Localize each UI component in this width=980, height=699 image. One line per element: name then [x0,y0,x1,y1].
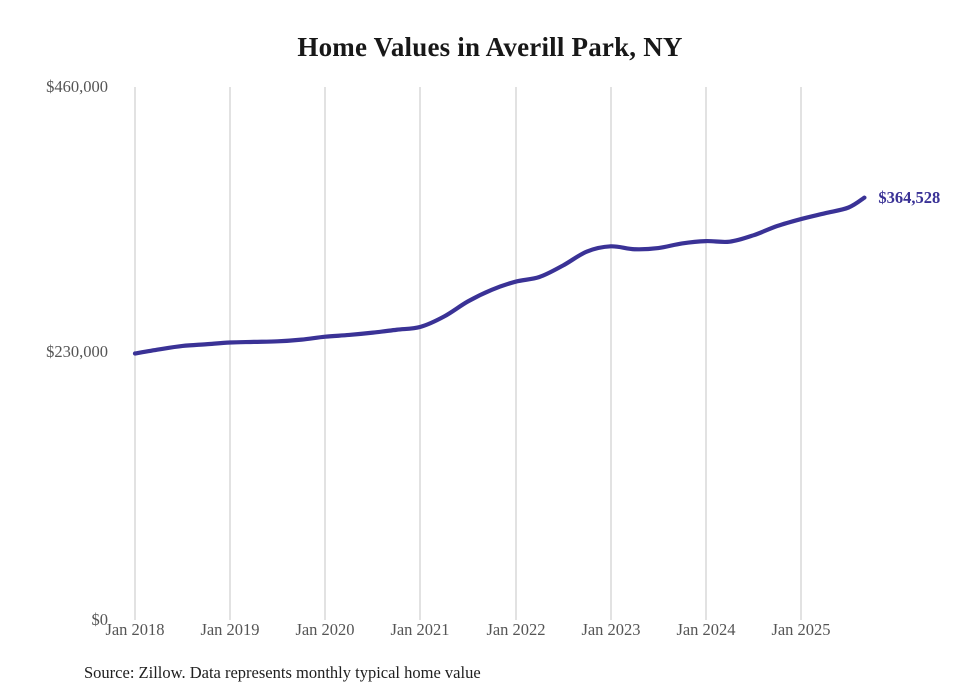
end-value-annotation: $364,528 [878,187,941,207]
source-footnote: Source: Zillow. Data represents monthly … [84,663,481,682]
x-axis-tick-label: Jan 2024 [676,620,736,639]
page-title: Home Values in Averill Park, NY [297,32,683,62]
y-axis-tick-label: $230,000 [46,342,108,361]
x-axis-tick-label: Jan 2025 [771,620,831,639]
y-axis-tick-label: $460,000 [46,77,108,96]
y-axis-tick-label: $0 [91,610,109,629]
x-axis-tick-label: Jan 2019 [200,620,260,639]
x-axis-tick-label: Jan 2020 [295,620,355,639]
x-axis-tick-label: Jan 2021 [390,620,450,639]
data-series-line [132,195,867,356]
x-axis-tick-label: Jan 2018 [105,620,165,639]
x-axis-tick-label: Jan 2023 [581,620,641,639]
x-axis-tick-label: Jan 2022 [486,620,546,639]
gridline-group [134,87,802,620]
